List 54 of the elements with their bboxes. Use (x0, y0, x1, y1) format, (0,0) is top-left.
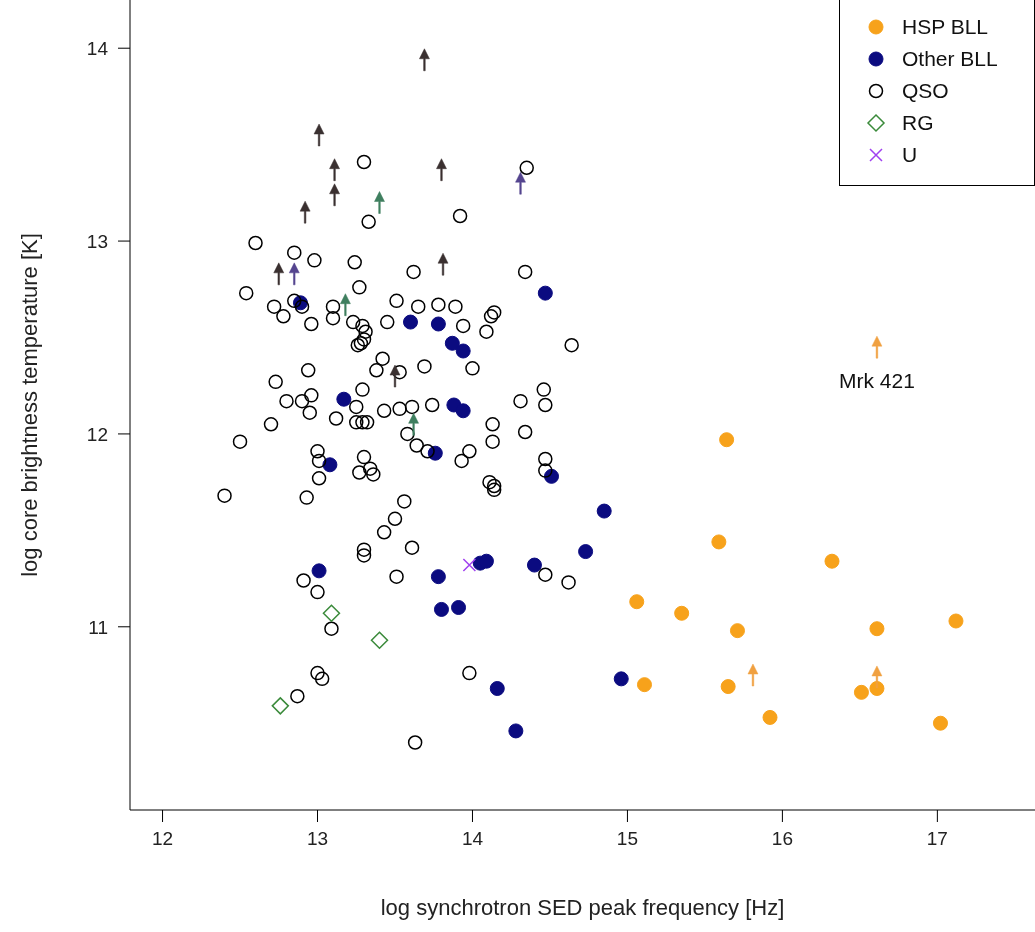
point (578, 544, 594, 560)
y-tick-label: 12 (86, 423, 108, 445)
point (596, 503, 612, 519)
point (719, 432, 735, 448)
point (948, 613, 964, 629)
point (455, 403, 471, 419)
point (455, 343, 471, 359)
point (370, 631, 389, 650)
point (636, 677, 652, 693)
y-tick-label: 11 (88, 616, 108, 638)
x-axis-title: log synchrotron SED peak frequency [Hz] (379, 895, 786, 921)
point (508, 723, 524, 739)
point (869, 621, 885, 637)
point (462, 558, 477, 572)
point (489, 681, 505, 696)
point (720, 679, 736, 695)
point (478, 553, 494, 569)
point (430, 569, 446, 585)
x-tick-label: 13 (306, 828, 329, 850)
legend-label: QSO (902, 79, 949, 103)
legend-label: RG (902, 111, 934, 135)
point (711, 534, 727, 550)
point (402, 314, 418, 330)
point (444, 335, 460, 351)
point (932, 715, 948, 731)
x-tick-label: 16 (771, 828, 793, 850)
point (322, 604, 341, 623)
point (674, 605, 690, 621)
point (311, 563, 327, 579)
point (322, 457, 338, 473)
point (451, 600, 467, 615)
point (271, 697, 290, 715)
legend-label: HSP BLL (902, 15, 988, 39)
point (853, 684, 869, 700)
point (430, 316, 446, 332)
point (613, 671, 629, 687)
legend-label: U (902, 143, 918, 167)
x-tick-label: 15 (616, 828, 639, 850)
y-tick-label: 14 (86, 37, 109, 59)
annotation: Mrk 421 (838, 369, 915, 394)
x-tick-label: 14 (461, 828, 484, 850)
point (537, 285, 553, 301)
y-tick-label: 13 (86, 230, 108, 252)
point (762, 709, 778, 725)
point (526, 557, 542, 573)
point (433, 601, 449, 617)
legend-label: Other BLL (902, 47, 998, 71)
point (729, 623, 745, 639)
point (629, 594, 645, 610)
point (336, 391, 352, 407)
x-tick-label: 17 (926, 828, 948, 850)
y-axis-title: log core brightness temperature [K] (17, 233, 43, 577)
point (824, 553, 840, 569)
x-tick-label: 12 (151, 828, 174, 850)
